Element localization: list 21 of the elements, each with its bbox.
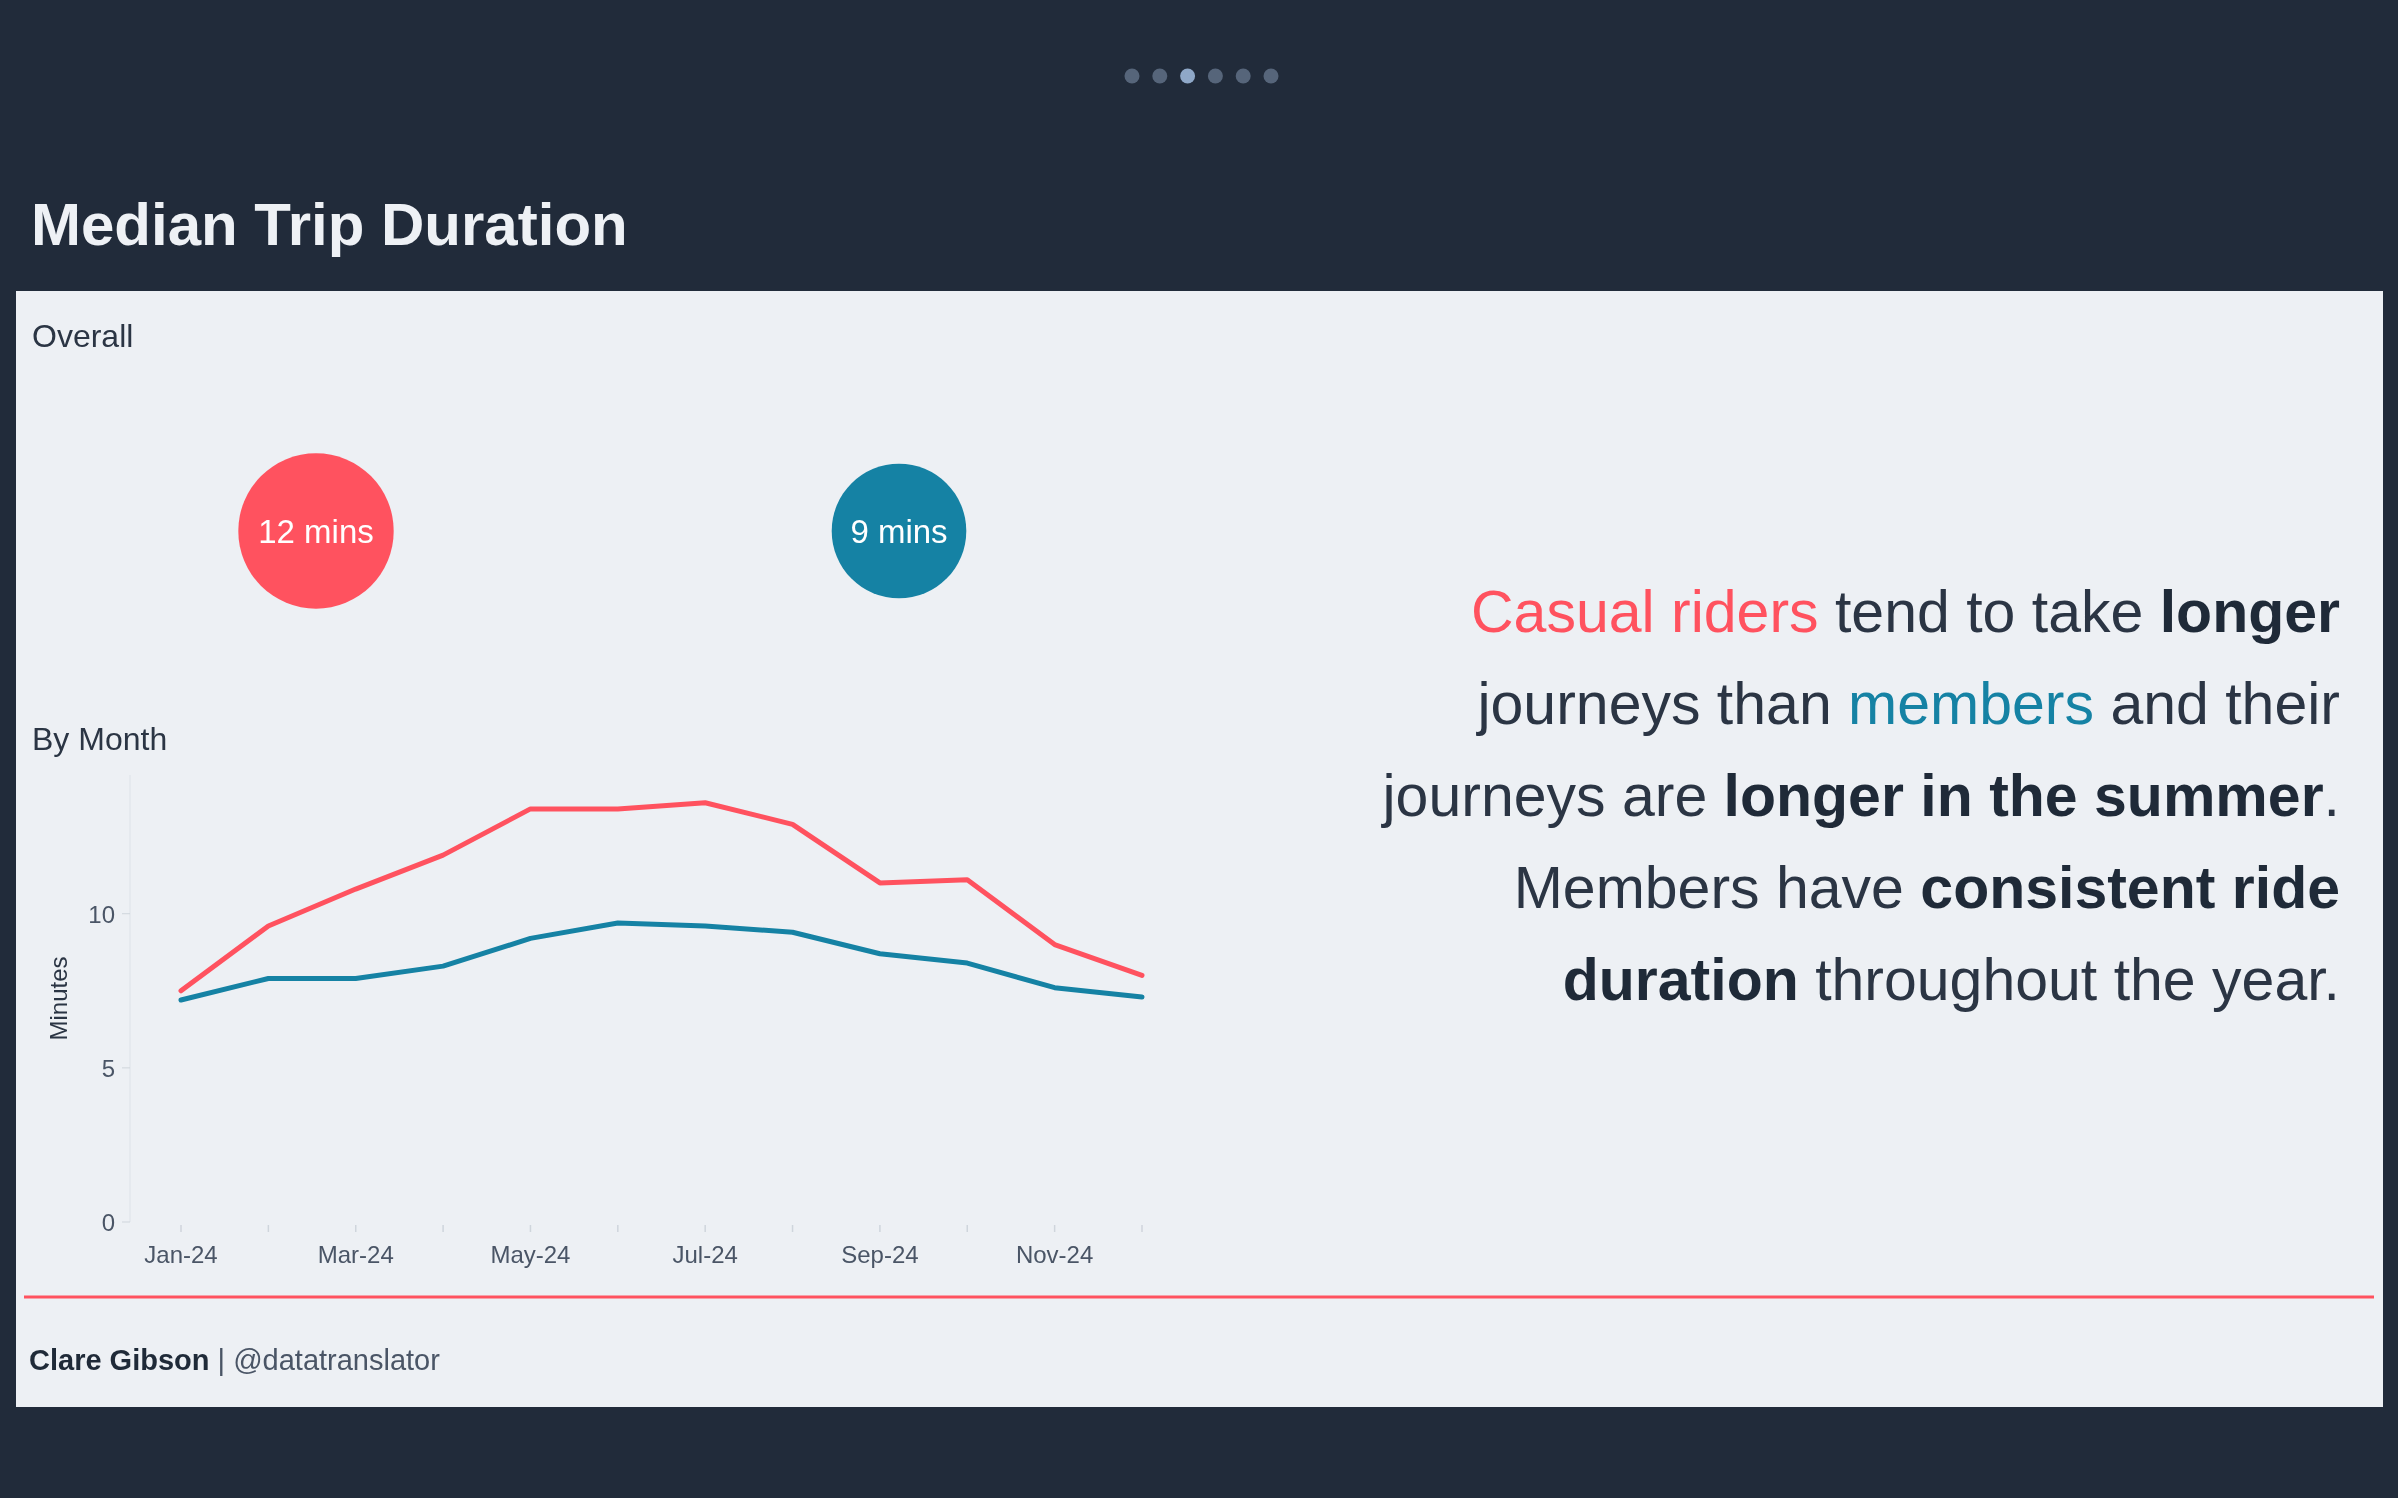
text: Members have consistent ride xyxy=(1513,855,2340,921)
y-tick-label: 5 xyxy=(101,1054,115,1082)
x-tick-label: Nov-24 xyxy=(1015,1240,1094,1268)
text: Overall xyxy=(32,318,134,354)
text: duration throughout the year. xyxy=(1562,947,2340,1013)
data-label: 9 mins xyxy=(850,512,948,550)
y-tick-label: 10 xyxy=(88,900,115,928)
text: Median Trip Duration xyxy=(31,191,628,258)
y-axis-title: Minutes xyxy=(44,956,72,1041)
text: journeys than members and their xyxy=(1475,671,2340,737)
text: Casual riders tend to take longer xyxy=(1470,579,2341,645)
text: Clare Gibson | @datatranslator xyxy=(29,1344,441,1376)
chart-title: By Month xyxy=(32,721,168,757)
x-tick-label: May-24 xyxy=(490,1240,571,1268)
x-tick-label: Sep-24 xyxy=(841,1240,919,1268)
x-tick-label: Jan-24 xyxy=(144,1240,218,1268)
x-tick-label: Jul-24 xyxy=(672,1240,738,1268)
text: journeys are longer in the summer. xyxy=(1380,763,2340,829)
x-tick-label: Mar-24 xyxy=(317,1240,394,1268)
y-tick-label: 0 xyxy=(101,1208,115,1236)
data-label: 12 mins xyxy=(258,512,374,550)
